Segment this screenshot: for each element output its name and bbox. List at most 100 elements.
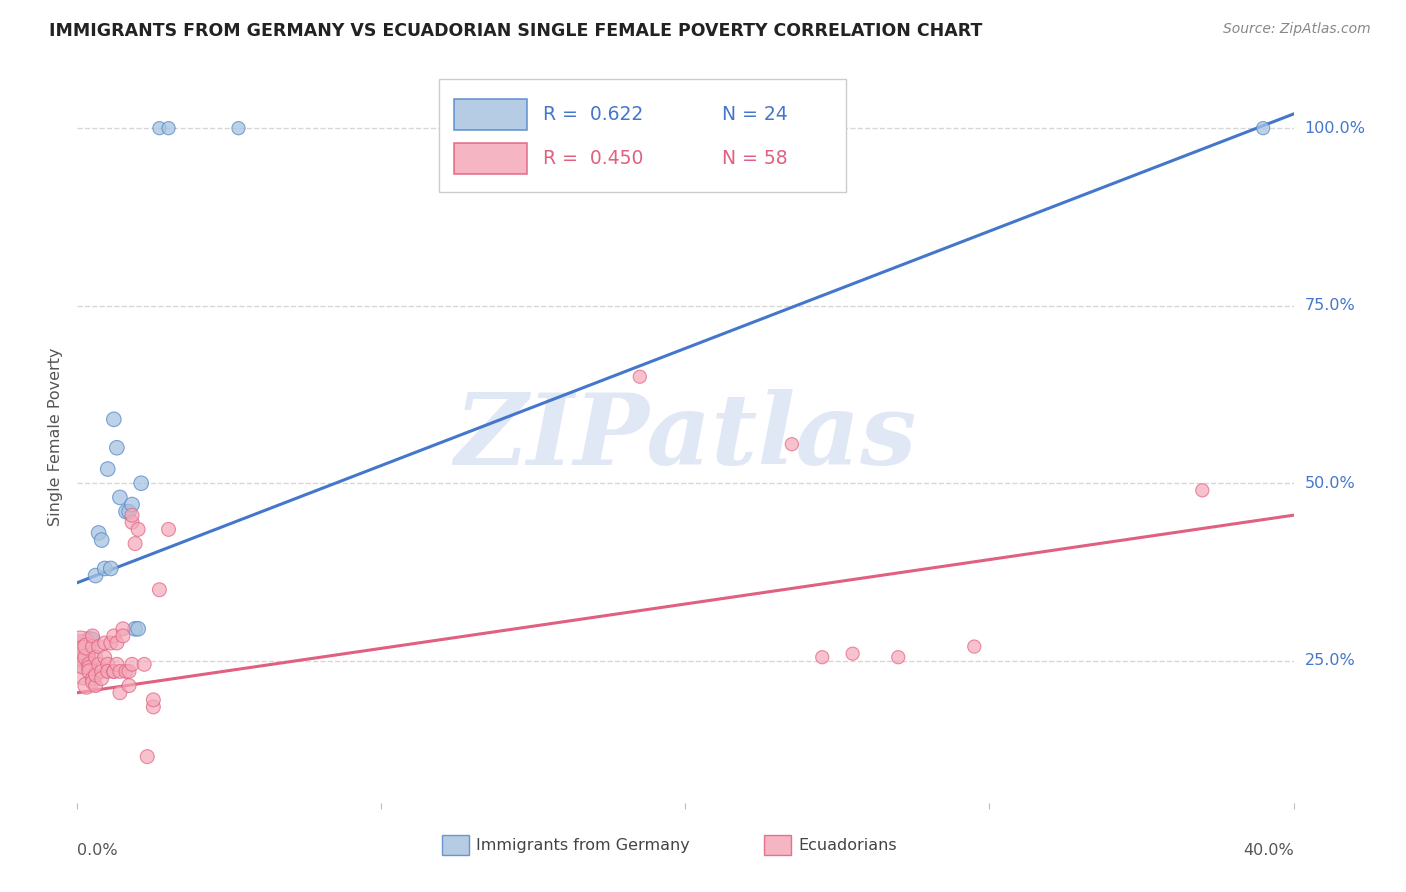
Point — [148, 582, 170, 597]
Text: IMMIGRANTS FROM GERMANY VS ECUADORIAN SINGLE FEMALE POVERTY CORRELATION CHART: IMMIGRANTS FROM GERMANY VS ECUADORIAN SI… — [49, 22, 983, 40]
Point — [97, 665, 120, 679]
Point — [157, 121, 180, 136]
Text: ZIPatlas: ZIPatlas — [454, 389, 917, 485]
Point — [103, 412, 125, 426]
Point — [118, 679, 141, 693]
Text: 0.0%: 0.0% — [77, 843, 118, 858]
Point — [127, 622, 149, 636]
Text: Source: ZipAtlas.com: Source: ZipAtlas.com — [1223, 22, 1371, 37]
Point — [136, 749, 159, 764]
Point — [628, 369, 651, 384]
Point — [103, 665, 125, 679]
Point — [82, 672, 104, 686]
Point — [84, 668, 107, 682]
Point — [87, 640, 110, 654]
Point — [100, 636, 122, 650]
Point — [69, 650, 91, 665]
Point — [75, 650, 97, 665]
Point — [108, 665, 131, 679]
Point — [87, 525, 110, 540]
Point — [82, 640, 104, 654]
Point — [887, 650, 910, 665]
Text: R =  0.450: R = 0.450 — [543, 149, 644, 168]
Point — [121, 657, 143, 672]
Point — [963, 640, 986, 654]
Point — [93, 636, 115, 650]
Point — [72, 650, 94, 665]
Point — [121, 516, 143, 530]
Point — [75, 643, 97, 657]
Text: Ecuadorians: Ecuadorians — [799, 838, 897, 853]
Point — [72, 657, 94, 672]
Point — [142, 693, 165, 707]
Point — [84, 679, 107, 693]
Point — [111, 629, 134, 643]
Point — [118, 505, 141, 519]
Point — [97, 462, 120, 476]
Point — [69, 640, 91, 654]
Text: 25.0%: 25.0% — [1305, 653, 1355, 668]
Point — [121, 498, 143, 512]
Point — [105, 657, 128, 672]
Text: 100.0%: 100.0% — [1305, 120, 1365, 136]
Text: Immigrants from Germany: Immigrants from Germany — [477, 838, 690, 853]
Point — [79, 632, 101, 647]
Point — [72, 668, 94, 682]
Point — [93, 650, 115, 665]
FancyBboxPatch shape — [454, 99, 527, 130]
Text: N = 24: N = 24 — [721, 105, 787, 124]
Point — [142, 700, 165, 714]
Point — [103, 629, 125, 643]
Y-axis label: Single Female Poverty: Single Female Poverty — [48, 348, 63, 526]
Point — [75, 679, 97, 693]
Text: 75.0%: 75.0% — [1305, 298, 1355, 313]
FancyBboxPatch shape — [441, 835, 470, 855]
Point — [228, 121, 250, 136]
Point — [811, 650, 834, 665]
Text: N = 58: N = 58 — [721, 149, 787, 168]
Point — [69, 643, 91, 657]
FancyBboxPatch shape — [454, 143, 527, 174]
Point — [87, 657, 110, 672]
Point — [1191, 483, 1213, 498]
Point — [129, 476, 152, 491]
FancyBboxPatch shape — [765, 835, 792, 855]
Point — [90, 672, 112, 686]
Point — [115, 665, 138, 679]
Point — [115, 505, 138, 519]
Point — [69, 643, 91, 657]
Point — [108, 491, 131, 505]
Point — [100, 561, 122, 575]
Text: R =  0.622: R = 0.622 — [543, 105, 644, 124]
Point — [90, 665, 112, 679]
Point — [124, 622, 146, 636]
Point — [84, 568, 107, 582]
Point — [105, 636, 128, 650]
Point — [105, 441, 128, 455]
Point — [79, 657, 101, 672]
Point — [72, 643, 94, 657]
Point — [93, 561, 115, 575]
Text: 50.0%: 50.0% — [1305, 475, 1355, 491]
Point — [79, 665, 101, 679]
Point — [97, 657, 120, 672]
Point — [82, 675, 104, 690]
Point — [1251, 121, 1274, 136]
Point — [121, 508, 143, 523]
Point — [84, 650, 107, 665]
FancyBboxPatch shape — [439, 78, 846, 192]
Point — [108, 686, 131, 700]
Point — [134, 657, 156, 672]
Point — [75, 640, 97, 654]
Point — [111, 622, 134, 636]
Point — [124, 536, 146, 550]
Point — [90, 533, 112, 547]
Point — [82, 629, 104, 643]
Text: 40.0%: 40.0% — [1243, 843, 1294, 858]
Point — [148, 121, 170, 136]
Point — [780, 437, 803, 451]
Point — [127, 522, 149, 536]
Point — [103, 665, 125, 679]
Point — [118, 665, 141, 679]
Point — [157, 522, 180, 536]
